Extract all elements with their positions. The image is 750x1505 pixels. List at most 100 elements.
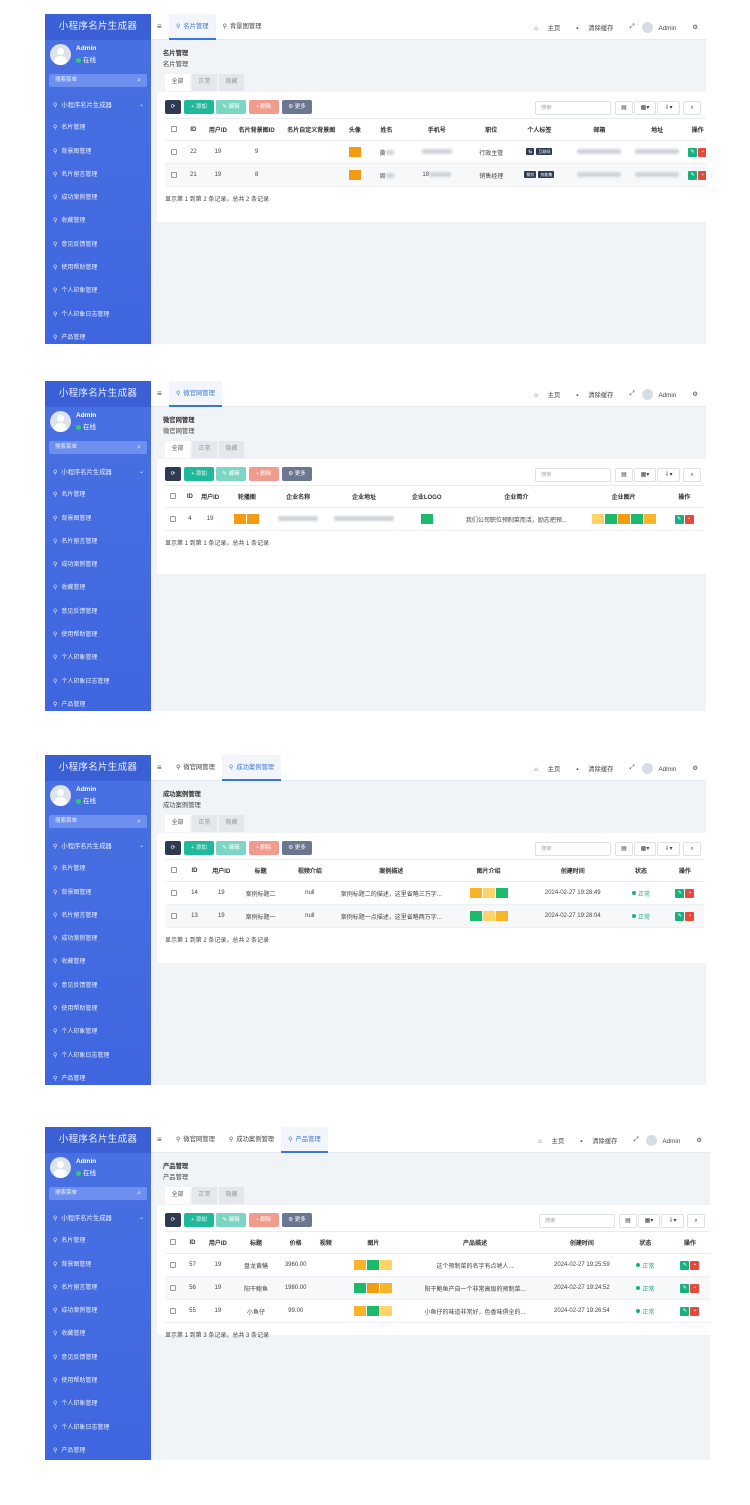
column-header[interactable]: 用户ID <box>203 1231 233 1254</box>
sidebar-item[interactable]: ⚲ 成功案例管理 <box>45 187 151 210</box>
toggle-view-icon[interactable]: ▤ <box>615 468 633 482</box>
image-thumb[interactable] <box>348 147 361 157</box>
column-header[interactable]: 用户ID <box>204 118 232 141</box>
sidebar-item[interactable]: ⚲ 名片管理 <box>45 858 151 881</box>
delete-row-icon[interactable]: ▪ <box>684 514 694 524</box>
table-row[interactable]: 21 19 8 周 18 销售经理 餐饮 技能集 ✎ ▪ <box>165 163 706 187</box>
sidebar-item[interactable]: ⚲ 个人印象日志管理 <box>45 671 151 694</box>
sidebar-item[interactable]: ⚲ 背景图管理 <box>45 882 151 905</box>
edit-button[interactable]: ✎ 编辑 <box>216 100 246 114</box>
edit-button[interactable]: ✎ 编辑 <box>216 1213 246 1227</box>
image-thumb[interactable] <box>469 888 482 898</box>
column-header[interactable]: 标题 <box>236 859 286 882</box>
table-row[interactable]: 22 19 9 黄 行政主管 标互联网 ✎ ▪ <box>165 140 706 164</box>
menu-toggle-icon[interactable]: ≡ <box>157 1135 162 1144</box>
refresh-button[interactable]: ⟳ <box>165 100 181 114</box>
image-thumb[interactable] <box>354 1260 367 1270</box>
nav-tab[interactable]: ⚲ 产品管理 <box>281 1127 328 1153</box>
edit-row-icon[interactable]: ✎ <box>688 147 698 157</box>
column-header[interactable]: 标题 <box>232 1231 280 1254</box>
column-header[interactable]: 操作 <box>681 118 706 141</box>
delete-button[interactable]: ▪ 删除 <box>249 841 279 855</box>
sidebar-item[interactable]: ⚲ 个人印象日志管理 <box>45 1417 151 1440</box>
column-header[interactable]: 案例描述 <box>334 859 449 882</box>
filter-tab[interactable]: 隐藏 <box>219 815 244 832</box>
edit-row-icon[interactable]: ✎ <box>675 911 685 921</box>
column-header[interactable]: 视频 <box>312 1231 340 1254</box>
filter-tab[interactable]: 隐藏 <box>219 1187 244 1204</box>
nav-tab[interactable]: ⚲ 微官网管理 <box>169 381 222 407</box>
image-thumb[interactable] <box>348 170 361 180</box>
more-button[interactable]: ⚙ 更多 <box>282 841 312 855</box>
nav-tab[interactable]: ⚲ 微官网管理 <box>169 1127 222 1153</box>
add-button[interactable]: + 添加 <box>184 100 214 114</box>
app-logo[interactable]: 小程序名片生成器 <box>45 14 151 40</box>
sidebar-item[interactable]: ⚲ 个人印象日志管理 <box>45 304 151 327</box>
table-search-input[interactable]: 搜索 <box>535 468 611 482</box>
table-row[interactable]: 13 19 案例标题一 null 案例标题一点描述，这里省略两万字... 2024-02-… <box>165 904 704 928</box>
export-icon[interactable]: ⇩▾ <box>657 842 680 856</box>
filter-tab[interactable]: 全部 <box>165 74 190 91</box>
column-header[interactable]: ID <box>182 118 205 141</box>
more-button[interactable]: ⚙ 更多 <box>282 1213 312 1227</box>
table-search-input[interactable]: 搜索 <box>535 842 611 856</box>
column-header[interactable]: 创建时间 <box>542 1231 622 1254</box>
clear-cache-button[interactable]: ▪ 清除缓存 <box>576 23 621 32</box>
fullscreen-icon[interactable]: ⤢ <box>629 764 635 771</box>
row-checkbox[interactable] <box>170 889 177 896</box>
sidebar-item[interactable]: ⚲ 意见反馈管理 <box>45 1347 151 1370</box>
column-header[interactable]: 产品描述 <box>407 1231 543 1254</box>
sidebar-item[interactable]: ⚲ 收藏管理 <box>45 951 151 974</box>
nav-tab[interactable]: ⚲ 成功案例管理 <box>222 1127 281 1153</box>
row-checkbox[interactable] <box>170 912 177 919</box>
select-all-checkbox[interactable] <box>170 867 177 874</box>
sidebar-item[interactable]: ⚲ 个人印象日志管理 <box>45 1045 151 1068</box>
menu-search-input[interactable]: 搜索菜单 ⌕ <box>49 1187 147 1200</box>
search-toggle-icon[interactable]: ⌕ <box>683 842 701 856</box>
column-header[interactable]: 姓名 <box>369 118 404 141</box>
table-row[interactable]: 55 19 小鱼仔 99.00 小鱼仔的味道非常好，色香味俱全的... 2024-02-2… <box>165 1299 710 1323</box>
row-checkbox[interactable] <box>170 1284 177 1291</box>
delete-button[interactable]: ▪ 删除 <box>249 100 279 114</box>
sidebar-item[interactable]: ⚲ 成功案例管理 <box>45 928 151 951</box>
sidebar-item[interactable]: ⚲ 收藏管理 <box>45 577 151 600</box>
select-all-checkbox[interactable] <box>170 1239 177 1246</box>
menu-toggle-icon[interactable]: ≡ <box>157 22 162 31</box>
sidebar-item[interactable]: ⚲ 名片管理 <box>45 117 151 140</box>
toggle-view-icon[interactable]: ▤ <box>619 1214 637 1228</box>
table-search-input[interactable]: 搜索 <box>539 1214 615 1228</box>
search-toggle-icon[interactable]: ⌕ <box>683 468 701 482</box>
columns-icon[interactable]: ▦▾ <box>638 1214 660 1228</box>
delete-row-icon[interactable]: ▪ <box>690 1306 700 1316</box>
settings-icon[interactable]: ⚙ <box>692 23 698 31</box>
search-toggle-icon[interactable]: ⌕ <box>687 1214 705 1228</box>
column-header[interactable]: 视频介绍 <box>285 859 335 882</box>
image-thumb[interactable] <box>469 911 482 921</box>
nav-tab[interactable]: ⚲ 微官网管理 <box>169 755 222 781</box>
settings-icon[interactable]: ⚙ <box>692 390 698 398</box>
fullscreen-icon[interactable]: ⤢ <box>629 390 635 397</box>
row-checkbox[interactable] <box>170 1307 177 1314</box>
fullscreen-icon[interactable]: ⤢ <box>629 23 635 30</box>
select-all-checkbox[interactable] <box>170 493 177 500</box>
column-header[interactable]: 企业简介 <box>450 485 583 508</box>
sidebar-item[interactable]: ⚲ 名片留言管理 <box>45 1277 151 1300</box>
sidebar-item[interactable]: ⚲ 个人印象管理 <box>45 647 151 670</box>
delete-button[interactable]: ▪ 删除 <box>249 467 279 481</box>
image-thumb[interactable] <box>495 888 508 898</box>
column-header[interactable]: ID <box>181 485 199 508</box>
image-thumb[interactable] <box>643 514 656 524</box>
sidebar-item[interactable]: ⚲ 背景图管理 <box>45 141 151 164</box>
column-header[interactable]: 职位 <box>469 118 514 141</box>
image-thumb[interactable] <box>482 888 495 898</box>
column-header[interactable]: 名片自定义背景图 <box>281 118 341 141</box>
table-row[interactable]: 14 19 案例标题二 null 案例标题二的描述，这里省略三万字... 2024-02-… <box>165 881 704 905</box>
image-thumb[interactable] <box>354 1306 367 1316</box>
home-link[interactable]: ⌂ 主页 <box>534 764 568 773</box>
image-thumb[interactable] <box>630 514 643 524</box>
settings-icon[interactable]: ⚙ <box>692 764 698 772</box>
row-checkbox[interactable] <box>170 1261 177 1268</box>
table-search-input[interactable]: 搜索 <box>535 101 611 115</box>
sidebar-item[interactable]: ⚲ 使用帮助管理 <box>45 624 151 647</box>
admin-menu[interactable]: Admin <box>642 21 684 33</box>
